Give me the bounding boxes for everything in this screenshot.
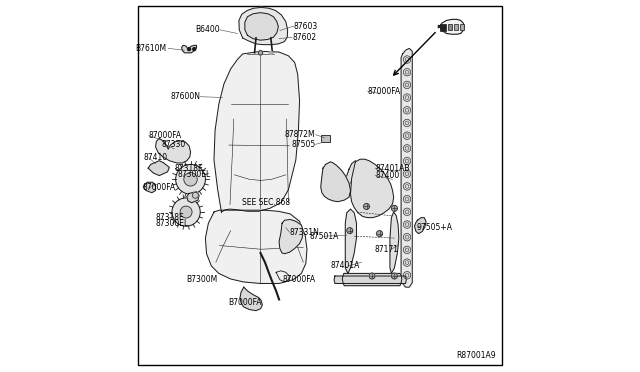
Circle shape bbox=[403, 183, 411, 190]
Circle shape bbox=[347, 228, 353, 234]
Circle shape bbox=[269, 51, 273, 54]
Circle shape bbox=[403, 119, 411, 127]
Polygon shape bbox=[239, 7, 287, 45]
Polygon shape bbox=[156, 138, 191, 163]
Circle shape bbox=[403, 259, 411, 266]
Bar bbox=[321, 135, 330, 142]
Circle shape bbox=[392, 273, 397, 279]
Circle shape bbox=[403, 132, 411, 140]
Text: 87401AB: 87401AB bbox=[375, 164, 410, 173]
Circle shape bbox=[403, 246, 411, 254]
Text: 87000FA: 87000FA bbox=[142, 183, 175, 192]
Text: B6400: B6400 bbox=[195, 25, 220, 34]
Circle shape bbox=[403, 234, 411, 241]
Circle shape bbox=[175, 164, 205, 194]
Text: B7610M: B7610M bbox=[136, 44, 167, 53]
Polygon shape bbox=[187, 192, 199, 203]
Polygon shape bbox=[334, 276, 406, 283]
Circle shape bbox=[364, 203, 369, 209]
Polygon shape bbox=[182, 45, 196, 53]
Circle shape bbox=[193, 48, 196, 51]
Text: 87000FA: 87000FA bbox=[367, 87, 401, 96]
Circle shape bbox=[403, 94, 411, 101]
Text: 97505+A: 97505+A bbox=[417, 223, 452, 232]
Polygon shape bbox=[240, 287, 262, 311]
Circle shape bbox=[259, 51, 262, 55]
Text: 87505: 87505 bbox=[291, 140, 316, 149]
Bar bbox=[448, 24, 452, 30]
Circle shape bbox=[403, 221, 411, 228]
Bar bbox=[440, 24, 447, 31]
Text: 87602: 87602 bbox=[292, 33, 316, 42]
Polygon shape bbox=[148, 161, 170, 176]
Text: 87171: 87171 bbox=[375, 245, 399, 254]
Circle shape bbox=[403, 145, 411, 152]
Circle shape bbox=[193, 192, 198, 198]
Polygon shape bbox=[321, 162, 351, 202]
Circle shape bbox=[403, 170, 411, 177]
Circle shape bbox=[403, 106, 411, 114]
Text: 87300EL: 87300EL bbox=[178, 170, 211, 179]
Polygon shape bbox=[415, 218, 426, 234]
Polygon shape bbox=[351, 159, 394, 218]
Polygon shape bbox=[205, 210, 307, 283]
Circle shape bbox=[172, 198, 200, 226]
Circle shape bbox=[376, 231, 383, 237]
Text: R87001A9: R87001A9 bbox=[456, 351, 495, 360]
Polygon shape bbox=[342, 273, 402, 286]
Text: 87410: 87410 bbox=[143, 153, 168, 162]
Bar bbox=[460, 24, 463, 30]
Text: 87400: 87400 bbox=[375, 171, 399, 180]
Text: 87401A: 87401A bbox=[331, 262, 360, 270]
Text: 87330: 87330 bbox=[162, 140, 186, 149]
Text: 87603: 87603 bbox=[294, 22, 318, 31]
Circle shape bbox=[403, 81, 411, 89]
Polygon shape bbox=[245, 13, 278, 40]
Polygon shape bbox=[401, 48, 412, 287]
Circle shape bbox=[403, 272, 411, 279]
Circle shape bbox=[188, 48, 191, 51]
Circle shape bbox=[392, 205, 397, 211]
Text: 87300EL: 87300EL bbox=[156, 219, 189, 228]
Polygon shape bbox=[346, 209, 356, 273]
Text: B7300M: B7300M bbox=[186, 275, 218, 284]
Circle shape bbox=[403, 68, 411, 76]
Polygon shape bbox=[390, 212, 399, 273]
Circle shape bbox=[184, 173, 197, 186]
Circle shape bbox=[369, 273, 375, 279]
Circle shape bbox=[403, 157, 411, 165]
Circle shape bbox=[403, 208, 411, 215]
Text: B7000FA: B7000FA bbox=[228, 298, 262, 307]
Text: 87331N: 87331N bbox=[289, 228, 319, 237]
Bar bbox=[454, 24, 458, 30]
Text: 87318E: 87318E bbox=[175, 164, 204, 173]
Text: 87000FA: 87000FA bbox=[282, 275, 315, 284]
Text: 87318E: 87318E bbox=[156, 213, 184, 222]
Text: 87501A: 87501A bbox=[309, 232, 339, 241]
Text: 87000FA: 87000FA bbox=[149, 131, 182, 140]
Text: 87600N: 87600N bbox=[170, 92, 200, 101]
Circle shape bbox=[403, 195, 411, 203]
Polygon shape bbox=[214, 51, 300, 212]
Circle shape bbox=[403, 56, 411, 63]
Polygon shape bbox=[279, 219, 303, 254]
Circle shape bbox=[180, 206, 192, 218]
Text: 87872M: 87872M bbox=[285, 130, 316, 139]
Polygon shape bbox=[346, 161, 357, 190]
Polygon shape bbox=[438, 19, 465, 34]
Text: SEE SEC.868: SEE SEC.868 bbox=[242, 198, 290, 207]
Polygon shape bbox=[143, 182, 156, 193]
